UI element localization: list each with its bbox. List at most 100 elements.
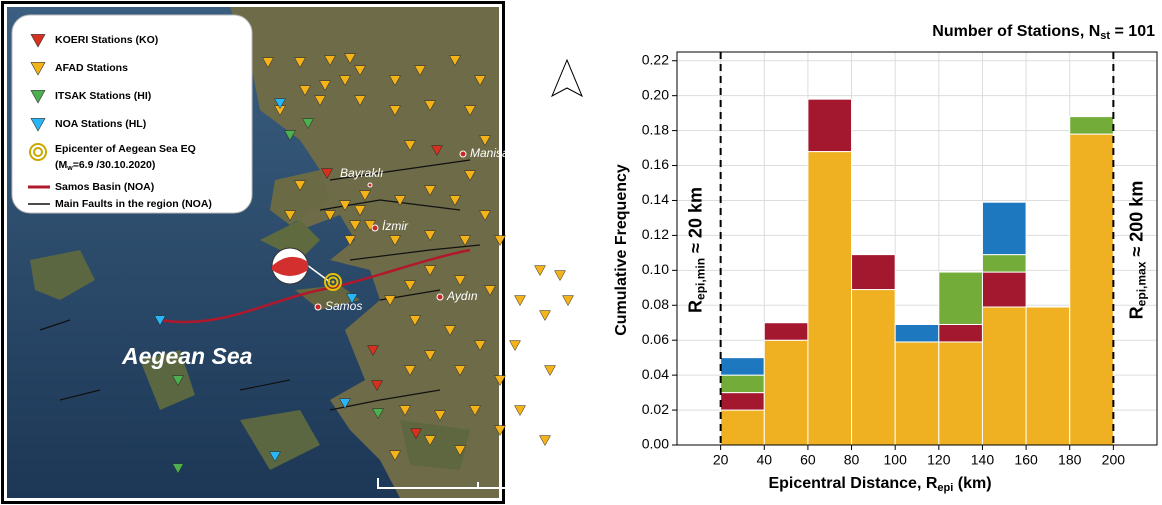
bar-segment: [720, 392, 765, 411]
station: [294, 180, 306, 192]
station: [409, 315, 421, 327]
text-part: R: [685, 300, 705, 313]
station: [449, 195, 461, 207]
station: [474, 340, 486, 352]
station: [344, 235, 356, 247]
bar-segment: [851, 289, 896, 446]
place-label: Manisa: [470, 146, 509, 160]
station: [514, 405, 526, 417]
stations: [154, 53, 574, 475]
map-legend: [11, 14, 253, 214]
station: [562, 295, 574, 307]
epicenter: [324, 273, 342, 291]
y-tick-label: 0.12: [642, 226, 669, 242]
station: [424, 265, 436, 277]
station: [424, 435, 436, 447]
north-arrow: [551, 58, 583, 98]
bar-segment: [894, 341, 940, 446]
chart-title: Number of Stations, Nst = 101: [932, 23, 1155, 42]
bar-segment: [1025, 306, 1071, 446]
station: [354, 65, 366, 77]
station: [444, 325, 456, 337]
station: [434, 410, 446, 422]
station: [367, 345, 379, 357]
x-tick-label: 200: [1102, 452, 1126, 468]
station: [359, 190, 371, 202]
text-part: Epicentral Distance, R: [768, 475, 937, 492]
chart: Number of Stations, Nst = 101 Epicentral…: [613, 23, 1158, 494]
legend-label: AFAD Stations: [55, 62, 128, 74]
station: [172, 463, 184, 475]
plot-frame: [676, 51, 1158, 446]
text-sub: st: [1100, 30, 1110, 42]
station: [389, 450, 401, 462]
legend-symbol: [30, 62, 46, 76]
y-tick-label: 0.22: [642, 51, 669, 67]
place-label: İzmir: [382, 219, 409, 233]
station: [372, 408, 384, 420]
station: [509, 340, 521, 352]
y-tick-label: 0.02: [642, 401, 669, 417]
bar-segment: [1069, 133, 1114, 446]
station: [172, 375, 184, 387]
station: [469, 405, 481, 417]
x-axis-label: Epicentral Distance, Repi (km): [768, 475, 991, 494]
station: [424, 350, 436, 362]
epicenter-icon: [29, 143, 47, 161]
station: [414, 65, 426, 77]
station: [154, 315, 166, 327]
legend-label: Epicenter of Aegean Sea EQ: [55, 143, 196, 155]
y-axis-label: Cumulative Frequency: [613, 164, 630, 336]
station: [314, 95, 326, 107]
bar-segment: [720, 409, 765, 446]
station: [449, 55, 461, 67]
land: [260, 220, 320, 260]
x-tick-label: 60: [800, 452, 816, 468]
place-label: Aydın: [446, 289, 478, 303]
text-part: ≈ 20 km: [685, 187, 705, 258]
bar-segment: [981, 306, 1027, 446]
bar-segment: [938, 341, 983, 446]
city-dots: [314, 150, 467, 311]
legend-symbol: [30, 90, 46, 104]
station: [339, 398, 351, 410]
x-tick-label: 160: [1014, 452, 1038, 468]
faults: [39, 159, 481, 411]
legend-label: Samos Basin (NOA): [55, 181, 154, 193]
bar-segment: [763, 339, 809, 446]
station: [389, 75, 401, 87]
station: [404, 365, 416, 377]
station: [371, 380, 383, 392]
station: [394, 195, 406, 207]
land-island: [30, 250, 95, 300]
x-tick-label: 100: [884, 452, 908, 468]
map-panel: Bayraklı İzmir Manisa Aydın Samos Aegean…: [1, 1, 583, 504]
bar-segment: [807, 98, 853, 153]
sea-label: Aegean Sea: [121, 343, 253, 369]
map-legend-items: Epicenter of Aegean Sea EQ (Mw=6.9 /30.1…: [28, 34, 212, 210]
bar-segment: [981, 271, 1027, 308]
station: [494, 425, 506, 437]
y-tick-label: 0.00: [642, 436, 669, 452]
station: [410, 428, 422, 440]
place-label: Bayraklı: [340, 166, 383, 180]
x-tick-label: 180: [1058, 452, 1082, 468]
bar-segment: [720, 374, 765, 394]
station: [302, 118, 314, 130]
scale-label: 150 km: [541, 463, 574, 474]
text-part: Number of Stations, N: [932, 23, 1100, 40]
legend-label: (Mw=6.9 /30.10.2020): [55, 159, 155, 172]
station: [514, 295, 526, 307]
bar-segment: [851, 254, 896, 291]
station: [544, 365, 556, 377]
station: [262, 57, 274, 69]
land-island: [240, 410, 320, 470]
text-part: =6.9 /30.10.2020): [73, 159, 156, 171]
samos-basin: [159, 248, 471, 324]
bar-segment: [981, 254, 1027, 273]
x-tick-label: 80: [844, 452, 860, 468]
legend-label: ITSAK Stations (HI): [55, 90, 151, 102]
station: [539, 435, 551, 447]
station: [389, 235, 401, 247]
